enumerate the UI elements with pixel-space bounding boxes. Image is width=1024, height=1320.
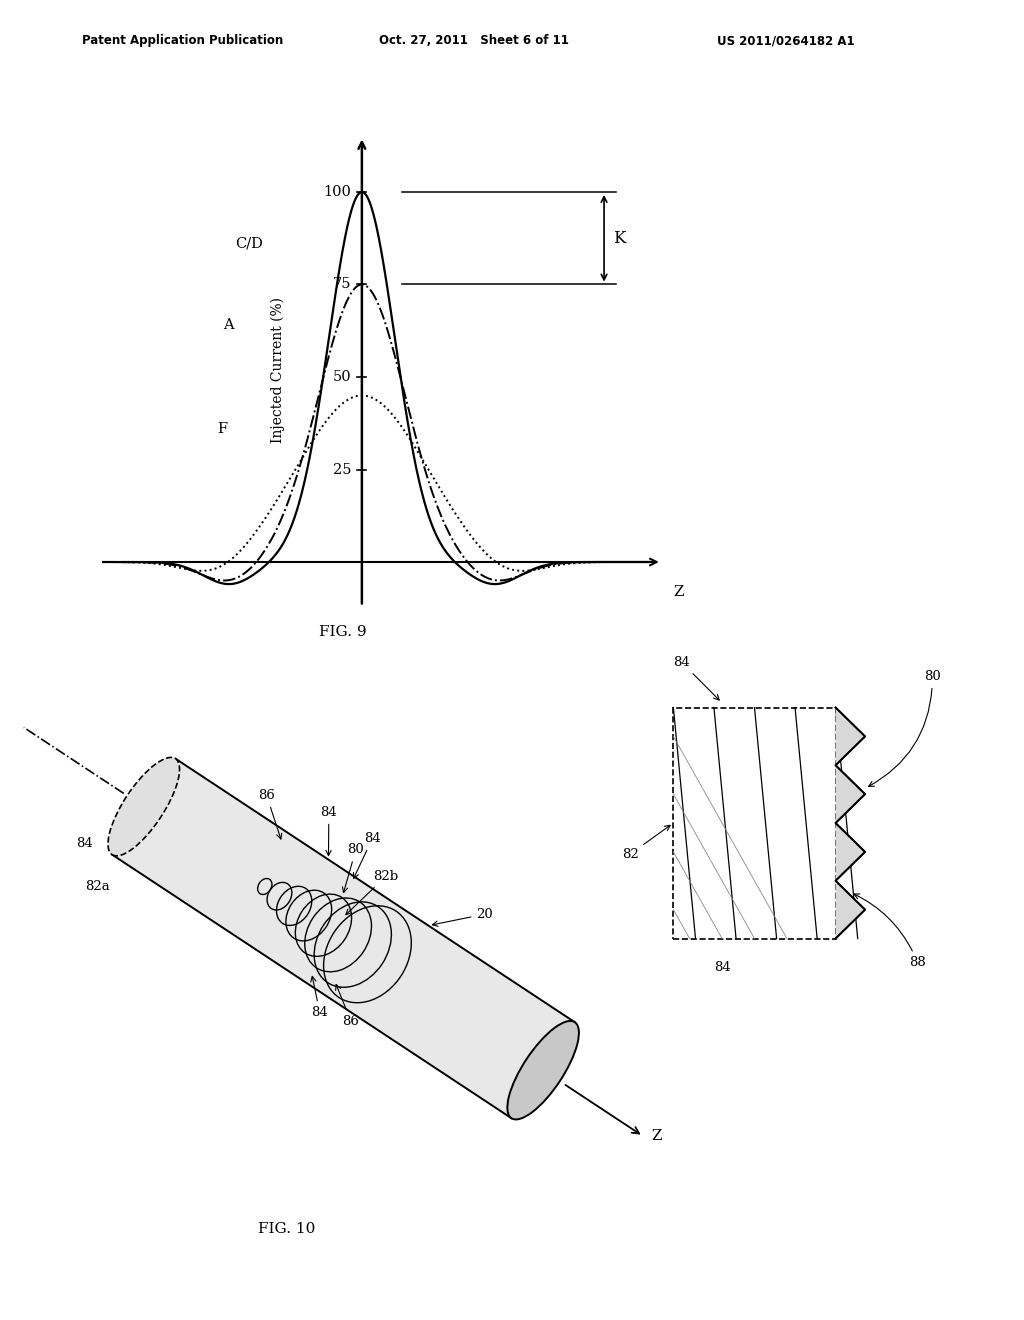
Text: 84: 84 <box>321 805 337 855</box>
Text: C/D: C/D <box>236 236 263 251</box>
Text: 82a: 82a <box>85 880 110 894</box>
Text: FIG. 9: FIG. 9 <box>319 626 367 639</box>
Text: 80: 80 <box>868 669 941 787</box>
Text: 20: 20 <box>432 908 494 927</box>
Text: 84: 84 <box>714 961 730 974</box>
Text: FIG. 10: FIG. 10 <box>258 1222 315 1236</box>
Text: 25: 25 <box>333 462 351 477</box>
Text: 86: 86 <box>336 985 359 1028</box>
Polygon shape <box>112 759 574 1118</box>
Text: Z: Z <box>651 1129 662 1143</box>
FancyBboxPatch shape <box>674 708 836 939</box>
Text: Z: Z <box>674 585 684 598</box>
Text: F: F <box>218 422 228 436</box>
Text: K: K <box>612 230 626 247</box>
Text: 75: 75 <box>333 277 351 292</box>
Text: 88: 88 <box>854 894 926 969</box>
Polygon shape <box>836 708 865 939</box>
Ellipse shape <box>507 1020 579 1119</box>
Text: 84: 84 <box>353 832 381 878</box>
Text: Patent Application Publication: Patent Application Publication <box>82 34 284 48</box>
Text: 82: 82 <box>622 825 670 861</box>
Text: 100: 100 <box>324 185 351 199</box>
Text: A: A <box>223 318 234 333</box>
Text: 84: 84 <box>674 656 719 700</box>
Text: 84: 84 <box>76 837 92 850</box>
Text: 84: 84 <box>310 977 328 1019</box>
Text: Oct. 27, 2011   Sheet 6 of 11: Oct. 27, 2011 Sheet 6 of 11 <box>379 34 568 48</box>
Text: 86: 86 <box>258 789 282 840</box>
Text: Injected Current (%): Injected Current (%) <box>271 297 286 442</box>
Ellipse shape <box>108 758 179 855</box>
Text: US 2011/0264182 A1: US 2011/0264182 A1 <box>717 34 854 48</box>
Text: 82b: 82b <box>346 870 398 915</box>
Text: 50: 50 <box>333 370 351 384</box>
Text: 80: 80 <box>342 843 365 892</box>
